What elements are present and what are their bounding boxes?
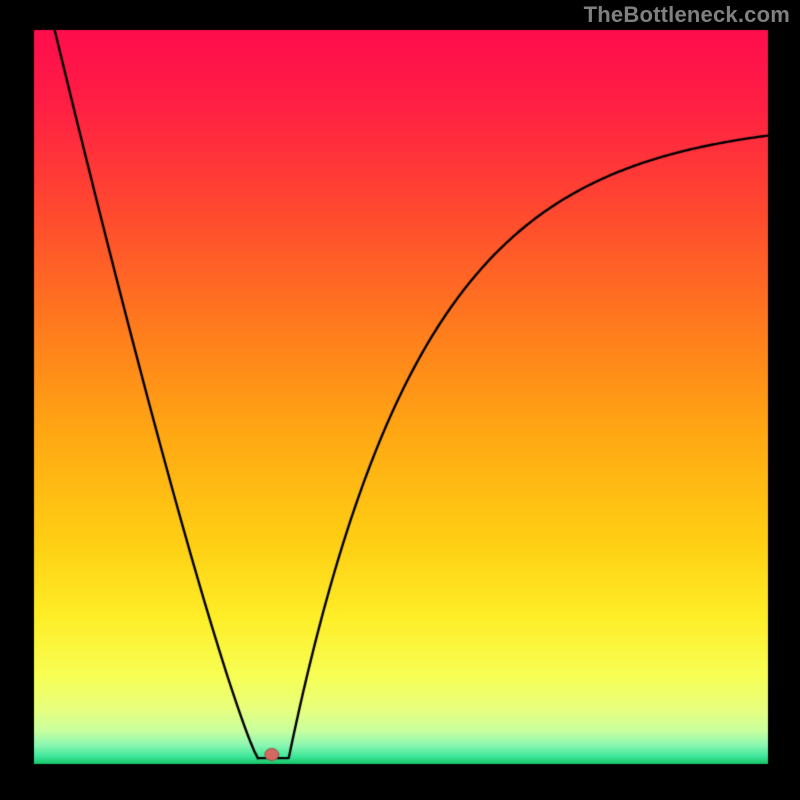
chart-stage: TheBottleneck.com [0,0,800,800]
bottleneck-chart-canvas [0,0,800,800]
